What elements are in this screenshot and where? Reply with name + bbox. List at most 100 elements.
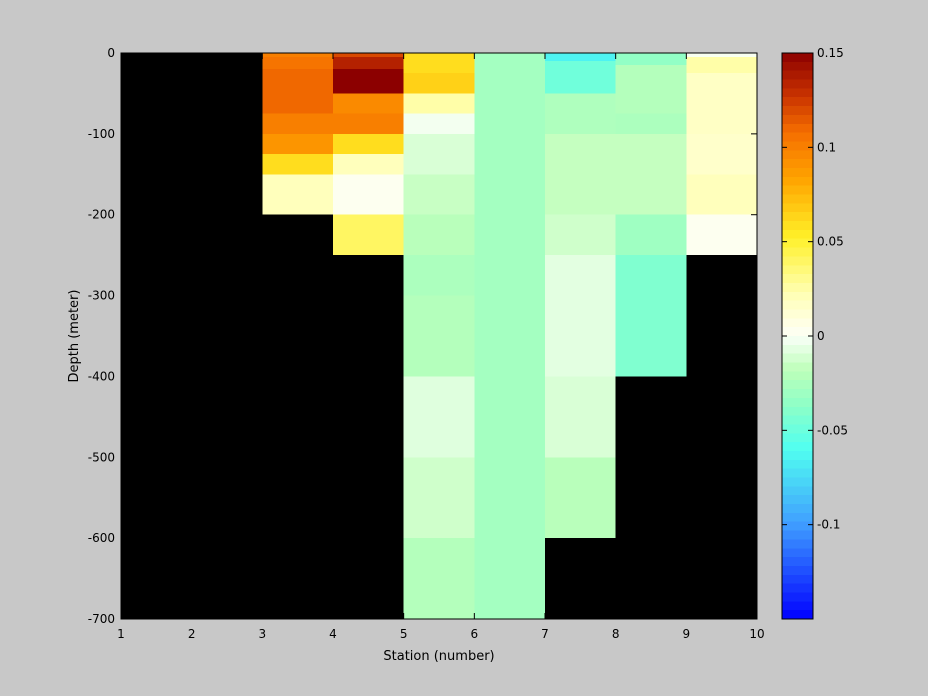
x-tick-label: 3 bbox=[259, 627, 267, 641]
colorbar-band bbox=[782, 380, 813, 390]
colorbar-tick-label: -0.1 bbox=[817, 518, 840, 532]
heatmap-cell bbox=[545, 133, 616, 215]
colorbar-band bbox=[782, 88, 813, 98]
heatmap-cell bbox=[615, 214, 687, 256]
heatmap-cell bbox=[403, 133, 475, 175]
heatmap-cell bbox=[545, 376, 616, 458]
colorbar-band bbox=[782, 433, 813, 443]
heatmap-cell bbox=[615, 65, 687, 114]
colorbar-band bbox=[782, 265, 813, 275]
heatmap-cell bbox=[262, 53, 333, 58]
colorbar-band bbox=[782, 574, 813, 585]
heatmap-cell bbox=[333, 93, 404, 114]
heatmap-cell bbox=[262, 133, 333, 155]
heatmap-cell bbox=[615, 53, 687, 66]
colorbar: 0.15 0.1 0.05 0 -0.05 -0.1 bbox=[781, 46, 848, 620]
colorbar-band bbox=[782, 601, 813, 611]
x-tick-label: 4 bbox=[329, 627, 337, 641]
colorbar-tick-label: 0.1 bbox=[817, 140, 836, 154]
colorbar-band bbox=[782, 106, 813, 116]
x-tick-label: 8 bbox=[612, 627, 620, 641]
heatmap-cell bbox=[545, 93, 616, 134]
y-tick-label: -100 bbox=[88, 127, 115, 141]
heatmap-cell bbox=[545, 255, 616, 377]
colorbar-band bbox=[782, 530, 813, 541]
colorbar-band bbox=[782, 318, 813, 328]
heatmap-cell bbox=[615, 113, 687, 134]
colorbar-band bbox=[782, 229, 813, 240]
heatmap-cell bbox=[333, 133, 404, 155]
colorbar-band bbox=[782, 424, 813, 434]
colorbar-band bbox=[782, 583, 813, 594]
heatmap-cell bbox=[333, 53, 404, 58]
colorbar-band bbox=[782, 300, 813, 311]
colorbar-band bbox=[782, 450, 813, 461]
colorbar-band bbox=[782, 362, 813, 372]
y-tick-label: -300 bbox=[88, 289, 115, 303]
colorbar-band bbox=[782, 185, 813, 196]
colorbar-band bbox=[782, 79, 813, 89]
colorbar-band bbox=[782, 70, 813, 81]
colorbar-band bbox=[782, 194, 813, 204]
heatmap-cell bbox=[686, 133, 757, 175]
colorbar-band bbox=[782, 132, 813, 143]
x-tick-label: 2 bbox=[188, 627, 196, 641]
colorbar-band bbox=[782, 406, 813, 417]
colorbar-band bbox=[782, 415, 813, 426]
heatmap-cell bbox=[403, 113, 475, 134]
heatmap-cell bbox=[403, 255, 475, 296]
colorbar-band bbox=[782, 53, 813, 63]
colorbar-bands bbox=[782, 53, 813, 620]
plot-frame bbox=[120, 52, 758, 620]
y-tick-label: -400 bbox=[88, 369, 115, 383]
colorbar-band bbox=[782, 610, 813, 620]
colorbar-band bbox=[782, 477, 813, 487]
colorbar-band bbox=[782, 557, 813, 567]
heatmap-cell bbox=[545, 457, 616, 539]
y-axis: 0 -100 -200 -300 -400 -500 -600 -700 bbox=[88, 46, 757, 626]
colorbar-band bbox=[782, 309, 813, 319]
heatmap-cell bbox=[686, 57, 757, 74]
heatmap-cell bbox=[262, 174, 333, 215]
heatmap-cell bbox=[686, 53, 757, 58]
heatmap-cell bbox=[403, 295, 475, 377]
colorbar-band bbox=[782, 468, 813, 479]
heatmap-cell bbox=[545, 61, 616, 94]
colorbar-band bbox=[782, 167, 813, 178]
heatmap-cell bbox=[403, 376, 475, 458]
colorbar-band bbox=[782, 459, 813, 470]
heatmap-cell bbox=[333, 214, 404, 256]
heatmap-cell bbox=[262, 69, 333, 114]
x-tick-label: 7 bbox=[541, 627, 549, 641]
heatmap-cell bbox=[474, 53, 545, 619]
colorbar-band bbox=[782, 353, 813, 364]
heatmap-cell bbox=[615, 255, 687, 377]
colorbar-band bbox=[782, 159, 813, 169]
heatmap-cell bbox=[262, 113, 333, 134]
colorbar-band bbox=[782, 114, 813, 125]
colorbar-band bbox=[782, 521, 813, 532]
colorbar-band bbox=[782, 397, 813, 408]
heatmap-cell bbox=[262, 154, 333, 175]
colorbar-band bbox=[782, 389, 813, 399]
colorbar-tick-label: 0 bbox=[817, 329, 825, 343]
colorbar-band bbox=[782, 344, 813, 355]
heatmap-cell bbox=[403, 174, 475, 215]
y-tick-label: -600 bbox=[88, 531, 115, 545]
colorbar-band bbox=[782, 327, 813, 337]
x-tick-label: 6 bbox=[471, 627, 479, 641]
colorbar-band bbox=[782, 274, 813, 284]
x-tick-label: 5 bbox=[400, 627, 408, 641]
y-tick-label: -500 bbox=[88, 450, 115, 464]
y-axis-label: Depth (meter) bbox=[67, 290, 82, 383]
colorbar-band bbox=[782, 61, 813, 72]
heatmap-cell bbox=[403, 538, 475, 619]
colorbar-band bbox=[782, 176, 813, 187]
x-axis: 1 2 3 4 5 6 7 8 9 10 bbox=[117, 53, 765, 641]
colorbar-band bbox=[782, 282, 813, 293]
colorbar-band bbox=[782, 565, 813, 576]
plot-area bbox=[120, 52, 758, 620]
colorbar-tick-label: -0.05 bbox=[817, 423, 848, 437]
heatmap-cell bbox=[686, 214, 757, 256]
heatmap-cells bbox=[262, 53, 757, 619]
